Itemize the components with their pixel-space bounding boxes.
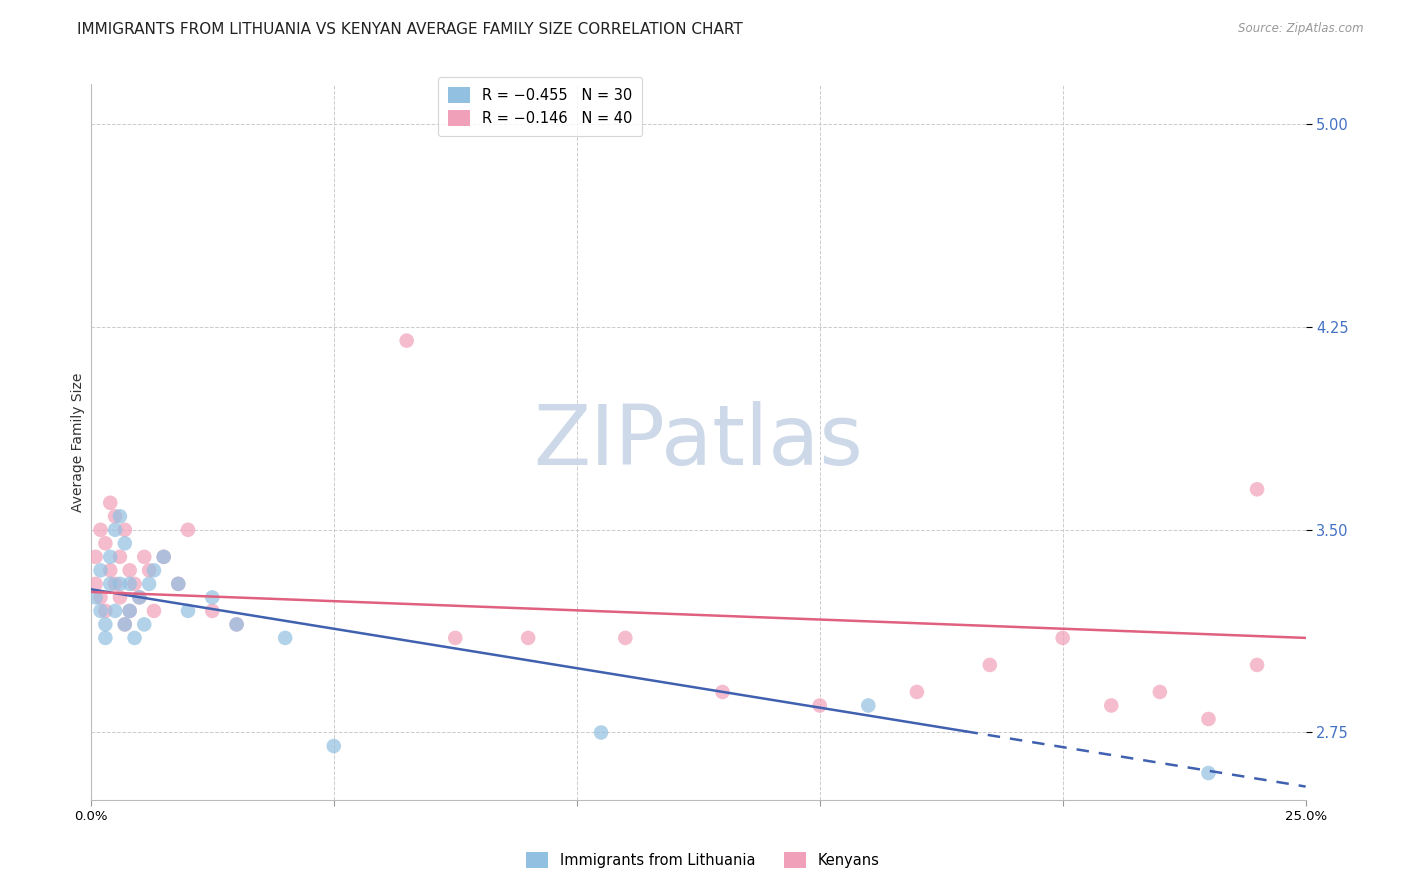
Point xyxy=(84,577,107,591)
Point xyxy=(128,591,150,605)
Point xyxy=(94,536,117,550)
Point xyxy=(1149,685,1171,699)
Point xyxy=(444,631,467,645)
Point xyxy=(905,685,928,699)
Point xyxy=(711,685,734,699)
Point xyxy=(108,509,131,524)
Point xyxy=(128,591,150,605)
Point xyxy=(808,698,831,713)
Point xyxy=(94,631,117,645)
Point xyxy=(114,536,136,550)
Point xyxy=(138,563,160,577)
Point xyxy=(104,509,127,524)
Point xyxy=(152,549,174,564)
Point xyxy=(167,577,190,591)
Point xyxy=(98,549,121,564)
Point xyxy=(114,617,136,632)
Point xyxy=(201,604,224,618)
Legend: Immigrants from Lithuania, Kenyans: Immigrants from Lithuania, Kenyans xyxy=(520,847,886,874)
Point xyxy=(89,604,111,618)
Legend: R = −0.455   N = 30, R = −0.146   N = 40: R = −0.455 N = 30, R = −0.146 N = 40 xyxy=(439,77,643,136)
Point xyxy=(1099,698,1122,713)
Point xyxy=(143,563,166,577)
Point xyxy=(1198,766,1220,780)
Y-axis label: Average Family Size: Average Family Size xyxy=(72,372,86,512)
Point xyxy=(114,617,136,632)
Point xyxy=(118,577,141,591)
Point xyxy=(108,577,131,591)
Text: IMMIGRANTS FROM LITHUANIA VS KENYAN AVERAGE FAMILY SIZE CORRELATION CHART: IMMIGRANTS FROM LITHUANIA VS KENYAN AVER… xyxy=(77,22,744,37)
Point xyxy=(225,617,247,632)
Point xyxy=(108,591,131,605)
Point xyxy=(589,725,612,739)
Point xyxy=(118,563,141,577)
Point xyxy=(395,334,418,348)
Point xyxy=(201,591,224,605)
Point xyxy=(1198,712,1220,726)
Point xyxy=(84,591,107,605)
Point xyxy=(84,549,107,564)
Point xyxy=(134,549,156,564)
Point xyxy=(138,577,160,591)
Point xyxy=(118,604,141,618)
Point xyxy=(104,577,127,591)
Point xyxy=(94,617,117,632)
Text: ZIPatlas: ZIPatlas xyxy=(533,401,863,483)
Point xyxy=(98,496,121,510)
Point xyxy=(152,549,174,564)
Point xyxy=(177,604,200,618)
Point xyxy=(1246,483,1268,497)
Point xyxy=(124,631,146,645)
Point xyxy=(225,617,247,632)
Point xyxy=(98,577,121,591)
Point xyxy=(89,523,111,537)
Point xyxy=(517,631,540,645)
Point xyxy=(322,739,344,753)
Point xyxy=(274,631,297,645)
Point xyxy=(114,523,136,537)
Point xyxy=(124,577,146,591)
Point xyxy=(858,698,880,713)
Point xyxy=(1052,631,1074,645)
Point xyxy=(98,563,121,577)
Point xyxy=(134,617,156,632)
Point xyxy=(89,563,111,577)
Point xyxy=(1246,657,1268,672)
Point xyxy=(108,549,131,564)
Point xyxy=(104,604,127,618)
Point xyxy=(118,604,141,618)
Point xyxy=(979,657,1001,672)
Point xyxy=(614,631,637,645)
Point xyxy=(94,604,117,618)
Point xyxy=(143,604,166,618)
Text: Source: ZipAtlas.com: Source: ZipAtlas.com xyxy=(1239,22,1364,36)
Point xyxy=(167,577,190,591)
Point xyxy=(89,591,111,605)
Point xyxy=(104,523,127,537)
Point xyxy=(177,523,200,537)
